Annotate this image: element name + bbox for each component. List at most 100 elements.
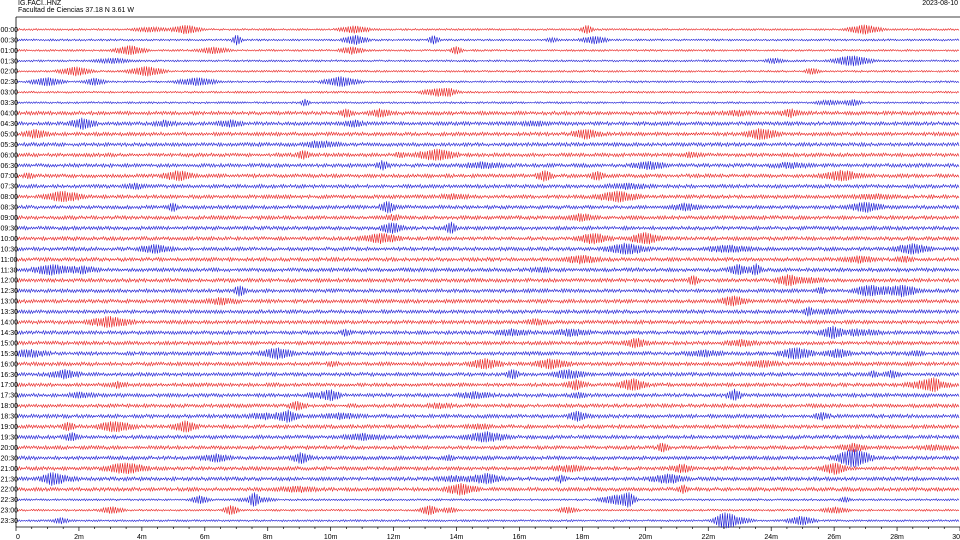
row-time-label: 11:00 xyxy=(1,257,18,264)
x-tick-label: 22m xyxy=(701,534,715,540)
x-tick-label: 0 xyxy=(16,534,20,540)
trace-line xyxy=(16,284,960,298)
trace-line xyxy=(16,263,960,276)
row-time-label: 04:30 xyxy=(1,121,19,128)
trace-line xyxy=(16,201,960,214)
station-location: Facultad de Ciencias 37.18 N 3.61 W xyxy=(18,7,134,14)
row-time-label: 00:30 xyxy=(1,37,19,44)
trace-line xyxy=(16,98,960,107)
row-time-label: 08:00 xyxy=(1,194,19,201)
row-time-label: 09:30 xyxy=(1,225,19,232)
row-time-label: 10:00 xyxy=(1,236,19,243)
trace-line xyxy=(16,472,960,486)
row-time-label: 22:30 xyxy=(1,497,19,504)
trace-line xyxy=(16,358,960,370)
row-time-label: 02:00 xyxy=(1,69,19,76)
trace-line xyxy=(16,295,960,307)
row-time-label: 06:30 xyxy=(1,163,19,170)
row-time-label: 01:00 xyxy=(1,48,19,55)
row-time-label: 05:00 xyxy=(1,131,19,138)
trace-line xyxy=(16,409,960,423)
trace-line xyxy=(16,66,960,77)
trace-line xyxy=(16,35,960,46)
row-time-label: 05:30 xyxy=(1,142,19,149)
row-time-label: 13:00 xyxy=(1,299,19,306)
x-tick-label: 14m xyxy=(450,534,464,540)
x-tick-label: 30 xyxy=(952,534,960,540)
x-tick-label: 18m xyxy=(576,534,590,540)
trace-line xyxy=(16,140,960,149)
trace-line xyxy=(16,274,960,287)
row-time-label: 03:30 xyxy=(1,100,19,107)
trace-line xyxy=(16,160,960,171)
trace-line xyxy=(16,169,960,182)
row-time-label: 20:00 xyxy=(1,445,19,452)
trace-group xyxy=(16,24,960,529)
row-time-label: 12:30 xyxy=(1,288,19,295)
row-time-label: 21:30 xyxy=(1,476,19,483)
trace-line xyxy=(16,492,960,508)
trace-line xyxy=(16,221,960,234)
station-code: IG.FACI..HNZ xyxy=(18,0,62,7)
row-time-label: 23:30 xyxy=(1,518,19,525)
trace-line xyxy=(16,325,960,339)
row-time-label: 15:00 xyxy=(1,340,19,347)
x-tick-label: 4m xyxy=(137,534,147,540)
trace-line xyxy=(16,420,960,433)
x-tick-label: 8m xyxy=(263,534,273,540)
row-time-label: 19:30 xyxy=(1,434,19,441)
trace-line xyxy=(16,449,960,468)
trace-line xyxy=(16,45,960,56)
row-time-label: 10:30 xyxy=(1,246,19,253)
trace-line xyxy=(16,337,960,349)
x-tick-label: 24m xyxy=(764,534,778,540)
row-time-label: 19:00 xyxy=(1,424,19,431)
row-time-label: 00:00 xyxy=(1,27,19,34)
trace-line xyxy=(16,482,960,496)
row-time-label: 13:30 xyxy=(1,309,19,316)
row-time-label: 17:00 xyxy=(1,382,19,389)
trace-line xyxy=(16,117,960,130)
x-tick-label: 16m xyxy=(513,534,527,540)
trace-line xyxy=(16,55,960,67)
trace-line xyxy=(16,431,960,443)
record-date: 2023-08-10 xyxy=(922,0,958,7)
x-tick-label: 20m xyxy=(639,534,653,540)
trace-line xyxy=(16,76,960,87)
trace-line xyxy=(16,462,960,475)
row-time-label: 11:30 xyxy=(1,267,18,274)
row-time-label: 04:00 xyxy=(1,111,19,118)
row-time-label: 08:30 xyxy=(1,205,19,212)
x-tick-label: 6m xyxy=(200,534,210,540)
row-time-label: 03:00 xyxy=(1,90,19,97)
trace-line xyxy=(16,24,960,35)
trace-line xyxy=(16,128,960,141)
trace-line xyxy=(16,512,960,529)
trace-line xyxy=(16,190,960,203)
trace-line xyxy=(16,377,960,393)
trace-line xyxy=(16,306,960,317)
x-tick-label: 12m xyxy=(387,534,401,540)
row-time-label: 16:30 xyxy=(1,372,19,379)
row-time-label: 12:00 xyxy=(1,278,19,285)
row-time-label: 17:30 xyxy=(1,393,19,400)
trace-line xyxy=(16,232,960,245)
row-time-label: 06:00 xyxy=(1,152,19,159)
trace-line xyxy=(16,315,960,328)
x-tick-label: 26m xyxy=(827,534,841,540)
row-time-label: 20:30 xyxy=(1,455,19,462)
x-tick-label: 28m xyxy=(890,534,904,540)
trace-line xyxy=(16,108,960,119)
row-time-label: 09:00 xyxy=(1,215,19,222)
row-time-label: 07:00 xyxy=(1,173,19,180)
trace-line xyxy=(16,148,960,161)
trace-line xyxy=(16,213,960,222)
trace-line xyxy=(16,254,960,265)
row-time-label: 07:30 xyxy=(1,184,19,191)
x-tick-label: 2m xyxy=(74,534,84,540)
row-time-label: 14:00 xyxy=(1,320,19,327)
row-time-label: 01:30 xyxy=(1,58,19,65)
trace-line xyxy=(16,388,960,402)
row-time-label: 14:30 xyxy=(1,330,19,337)
